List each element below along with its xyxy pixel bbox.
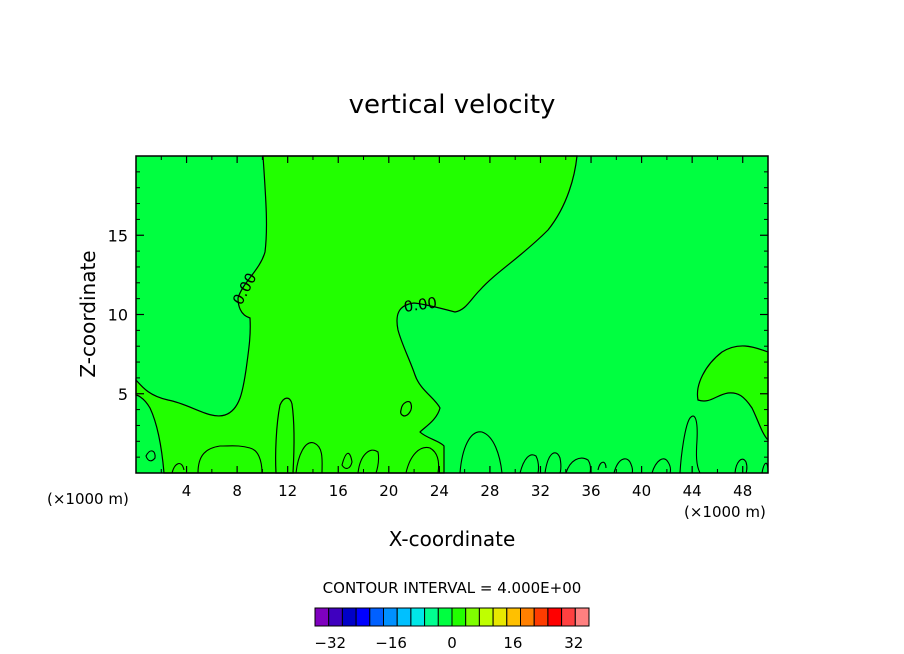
x-unit-right: (×1000 m) [684,503,766,521]
chart-title: vertical velocity [349,90,556,120]
colorbar-swatch-13 [492,607,508,627]
x-tick-label-44: 44 [683,482,702,500]
colorbar-swatch-14 [506,607,521,627]
x-unit-left: (×1000 m) [47,490,129,508]
colorbar-swatch-1 [328,607,343,627]
x-tick-label-28: 28 [480,482,499,500]
y-axis-label: Z-coordinate [76,250,100,377]
colorbar-swatch-19 [574,607,590,627]
x-tick-label-36: 36 [581,482,600,500]
x-tick-label-12: 12 [278,482,297,500]
contour-label-1: 0.00 [403,294,439,316]
colorbar-swatch-11 [465,607,480,627]
colorbar-swatch-8 [424,607,439,627]
plot-area: 0.00 0.00 [135,155,769,474]
colorbar-label-0: −32 [314,634,346,652]
colorbar-swatch-9 [437,607,453,627]
colorbar-swatch-12 [478,607,494,627]
x-tick-label-8: 8 [232,482,242,500]
x-tick-label-20: 20 [379,482,398,500]
colorbar-swatch-2 [341,607,357,627]
colorbar-swatch-17 [547,607,563,627]
colorbar-swatch-0 [314,607,330,627]
colorbar-swatch-5 [383,607,398,627]
y-tick-label-5: 5 [118,385,128,404]
colorbar-swatch-16 [533,607,549,627]
x-tick-label-16: 16 [329,482,348,500]
colorbar-swatch-3 [355,607,371,627]
x-axis-label: X-coordinate [389,527,516,551]
y-tick-label-15: 15 [108,226,128,245]
colorbar-swatch-18 [561,607,576,627]
colorbar-swatch-6 [396,607,412,627]
colorbar-swatch-7 [410,607,426,627]
colorbar-label-4: 32 [564,634,583,652]
colorbar-label-2: 0 [447,634,457,652]
positive-cell-tower [275,397,295,474]
positive-region-right [696,345,769,442]
colorbar-swatch-10 [451,607,467,627]
colorbar-label-3: 16 [503,634,522,652]
contour-interval-label: CONTOUR INTERVAL = 4.000E+00 [323,579,582,597]
colorbar-swatch-15 [520,607,535,627]
x-tick-label-4: 4 [182,482,192,500]
positive-cell-small [400,400,413,417]
contour-labels: 0.00 0.00 [229,270,438,316]
y-axis: 5 10 15 [108,171,768,458]
x-tick-label-48: 48 [733,482,752,500]
x-tick-label-40: 40 [632,482,651,500]
x-axis: 4 8 12 16 20 24 28 32 36 40 44 48 [160,156,769,500]
colorbar: −32 −16 0 16 32 [314,607,590,652]
colorbar-swatch-4 [369,607,384,627]
x-tick-label-32: 32 [531,482,550,500]
x-tick-label-24: 24 [430,482,449,500]
y-tick-label-10: 10 [108,306,128,325]
colorbar-label-1: −16 [375,634,407,652]
near-surface-contours [145,415,769,474]
positive-region-main [135,155,578,474]
